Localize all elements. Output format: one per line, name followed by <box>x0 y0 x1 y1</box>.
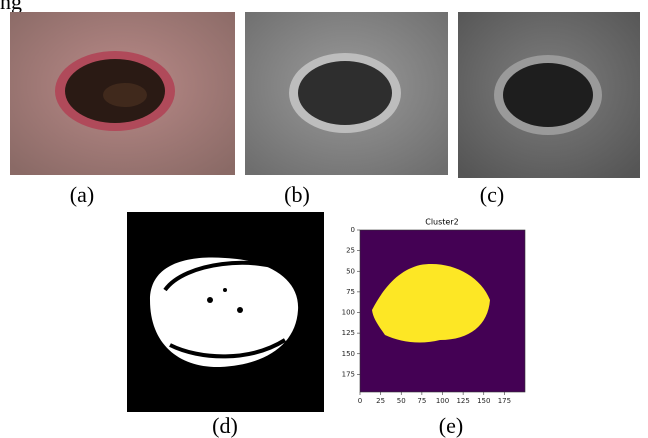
image-b <box>245 12 448 175</box>
y-tick-label: 175 <box>342 370 355 378</box>
cluster-plot: Cluster2 0 25 50 75 100 125 150 175 0 25 50 75 100 12… <box>342 218 525 406</box>
y-tick-label: 0 <box>351 226 355 234</box>
plot-title: Cluster2 <box>425 218 458 227</box>
x-tick-label: 75 <box>417 397 426 405</box>
panel-label: (a) <box>70 182 94 207</box>
y-tick-label: 100 <box>342 309 355 317</box>
y-tick-label: 75 <box>346 288 355 296</box>
image-c <box>458 12 640 178</box>
y-tick-label: 150 <box>342 350 355 358</box>
x-tick-label: 125 <box>456 397 469 405</box>
x-tick-label: 150 <box>477 397 490 405</box>
header-fragment: ng <box>0 0 22 14</box>
figure: ng (a) (b) (c) (d) Cluster2 0 25 50 75 100 12… <box>0 0 648 438</box>
x-tick-label: 0 <box>358 397 362 405</box>
image-d <box>127 212 324 412</box>
panel-label: (b) <box>284 182 310 207</box>
x-tick-label: 175 <box>498 397 511 405</box>
x-tick-label: 50 <box>397 397 406 405</box>
panel-label: (c) <box>480 182 504 207</box>
image-a <box>10 12 235 175</box>
y-tick-label: 25 <box>346 247 355 255</box>
panel-label: (e) <box>439 413 463 438</box>
panel-label: (d) <box>212 413 238 438</box>
x-tick-label: 25 <box>376 397 385 405</box>
y-tick-label: 125 <box>342 329 355 337</box>
x-tick-label: 100 <box>436 397 449 405</box>
y-tick-label: 50 <box>346 267 355 275</box>
